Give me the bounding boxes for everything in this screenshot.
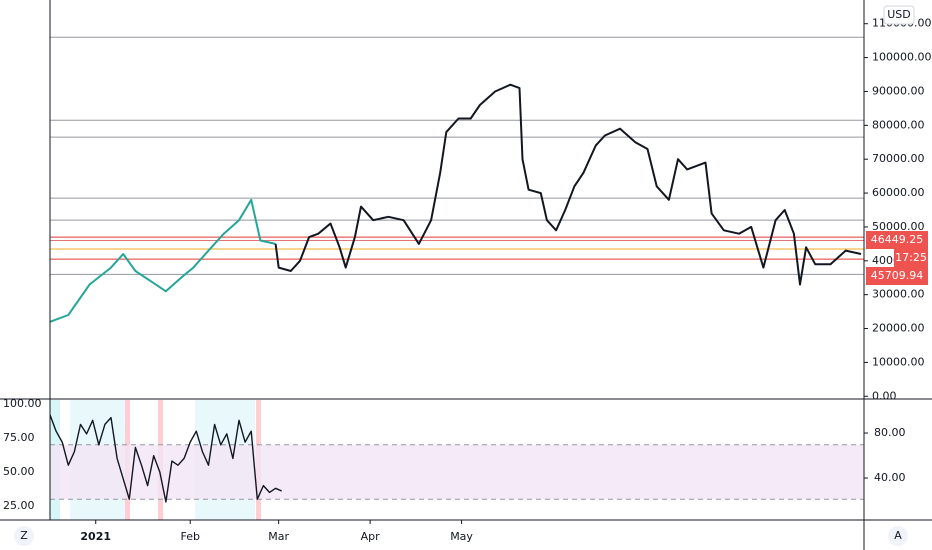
price-label: 17:25 [895, 251, 927, 264]
price-label-box [866, 231, 928, 249]
y-tick-label: 50000.00 [872, 220, 925, 233]
price-label: 46449.25 [871, 233, 924, 246]
y-tick-label: 10000.00 [872, 355, 925, 368]
y-tick-label: 50.00 [3, 465, 35, 478]
y-tick-label: 30000.00 [872, 288, 925, 301]
y-tick-label: 0.00 [872, 389, 897, 402]
y-tick-label: 100.00 [3, 397, 42, 410]
x-tick-label: May [450, 530, 473, 543]
y-tick-label: 100000.00 [872, 51, 932, 64]
price-label: 45709.94 [871, 269, 924, 282]
y-tick-label: 80000.00 [872, 118, 925, 131]
toolbar-label: Z [20, 529, 28, 542]
price-line [49, 414, 282, 503]
y-tick-label: 90000.00 [872, 84, 925, 97]
price-line [49, 198, 276, 323]
y-tick-label: 75.00 [3, 431, 35, 444]
band [50, 444, 864, 500]
currency: USD [887, 8, 911, 21]
y-tick-label: 20000.00 [872, 322, 925, 335]
x-tick-label: Feb [180, 530, 199, 543]
currency-badge[interactable] [883, 5, 915, 25]
y-tick-label: 70000.00 [872, 152, 925, 165]
y2-tick-label: 80.00 [874, 426, 906, 439]
x-tick-label: Apr [361, 530, 381, 543]
plot-layer [49, 23, 868, 524]
toolbar-label: A [894, 529, 902, 542]
price-label-box [866, 267, 928, 285]
x-tick-label: Mar [268, 530, 289, 543]
y-tick-label: 60000.00 [872, 186, 925, 199]
y-tick-label: 25.00 [3, 499, 35, 512]
y2-tick-label: 40.00 [874, 471, 906, 484]
toolbar-button[interactable] [14, 526, 34, 546]
toolbar-button[interactable] [888, 526, 908, 546]
price-label-box [894, 249, 928, 267]
x-tick-label: 2021 [80, 530, 111, 543]
price-line [274, 83, 862, 286]
